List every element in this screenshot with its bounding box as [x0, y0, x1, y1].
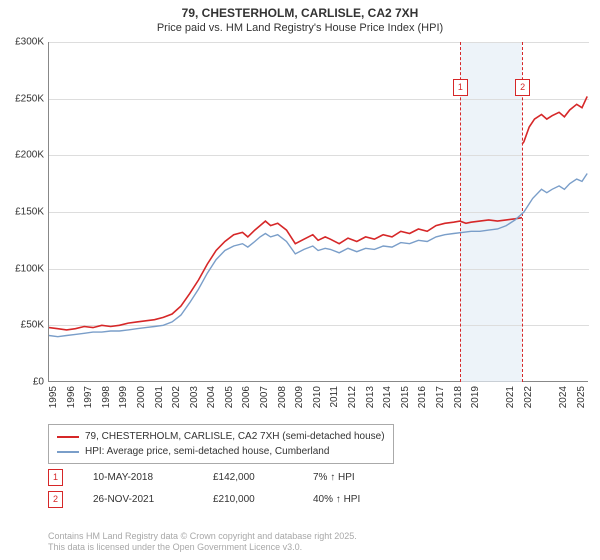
x-axis-label: 2001 [154, 386, 165, 408]
x-axis-label: 2016 [417, 386, 428, 408]
x-axis-label: 1995 [48, 386, 59, 408]
marker-box: 2 [515, 79, 530, 96]
x-axis-label: 2013 [365, 386, 376, 408]
x-axis-label: 2008 [277, 386, 288, 408]
series-line [49, 174, 587, 337]
y-axis-label: £0 [33, 377, 44, 388]
x-axis-label: 2002 [171, 386, 182, 408]
x-axis-label: 2012 [347, 386, 358, 408]
x-axis-label: 2000 [136, 386, 147, 408]
x-axis-label: 2019 [470, 386, 481, 408]
x-axis-label: 2018 [453, 386, 464, 408]
x-axis-label: 1999 [118, 386, 129, 408]
x-axis-label: 2010 [312, 386, 323, 408]
x-axis-label: 2004 [206, 386, 217, 408]
legend-label: HPI: Average price, semi-detached house,… [85, 444, 329, 459]
y-axis-label: £100K [15, 263, 44, 274]
x-axis-label: 2015 [400, 386, 411, 408]
footer-attribution: Contains HM Land Registry data © Crown c… [48, 531, 357, 554]
y-axis-label: £250K [15, 93, 44, 104]
sale-row: 2 26-NOV-2021 £210,000 40% ↑ HPI [48, 488, 403, 510]
x-axis-label: 2005 [224, 386, 235, 408]
sale-marker: 1 [48, 469, 63, 486]
chart-subtitle: Price paid vs. HM Land Registry's House … [0, 22, 600, 38]
sale-date: 26-NOV-2021 [93, 494, 183, 505]
sale-marker: 2 [48, 491, 63, 508]
sale-date: 10-MAY-2018 [93, 472, 183, 483]
footer-line2: This data is licensed under the Open Gov… [48, 542, 357, 554]
x-axis-label: 2014 [382, 386, 393, 408]
chart-area: 12 £0£50K£100K£150K£200K£250K£300K 19951… [48, 42, 588, 382]
x-axis-label: 2006 [241, 386, 252, 408]
legend: 79, CHESTERHOLM, CARLISLE, CA2 7XH (semi… [48, 424, 394, 464]
footer-line1: Contains HM Land Registry data © Crown c… [48, 531, 357, 543]
x-axis-label: 2021 [505, 386, 516, 408]
marker-box: 1 [453, 79, 468, 96]
line-series [49, 42, 589, 382]
legend-label: 79, CHESTERHOLM, CARLISLE, CA2 7XH (semi… [85, 429, 385, 444]
x-axis-label: 2022 [523, 386, 534, 408]
plot-frame: 12 [48, 42, 588, 382]
legend-swatch [57, 436, 79, 438]
x-axis-label: 2025 [576, 386, 587, 408]
y-axis-label: £150K [15, 207, 44, 218]
x-axis-label: 2017 [435, 386, 446, 408]
y-axis-label: £300K [15, 37, 44, 48]
sale-row: 1 10-MAY-2018 £142,000 7% ↑ HPI [48, 466, 403, 488]
x-axis-label: 2011 [329, 386, 340, 408]
x-axis-label: 1997 [83, 386, 94, 408]
series-line [522, 96, 587, 144]
x-axis-label: 2003 [189, 386, 200, 408]
sales-table: 1 10-MAY-2018 £142,000 7% ↑ HPI 2 26-NOV-2021… [48, 466, 403, 510]
legend-item: 79, CHESTERHOLM, CARLISLE, CA2 7XH (semi… [57, 429, 385, 444]
chart-title: 79, CHESTERHOLM, CARLISLE, CA2 7XH [0, 0, 600, 22]
x-axis-label: 2024 [558, 386, 569, 408]
legend-swatch [57, 451, 79, 453]
sale-pct: 40% ↑ HPI [313, 494, 403, 505]
sale-price: £210,000 [213, 494, 283, 505]
sale-pct: 7% ↑ HPI [313, 472, 403, 483]
x-axis-label: 1998 [101, 386, 112, 408]
legend-item: HPI: Average price, semi-detached house,… [57, 444, 385, 459]
x-axis-label: 1996 [66, 386, 77, 408]
x-axis-label: 2009 [294, 386, 305, 408]
y-axis-label: £200K [15, 150, 44, 161]
sale-price: £142,000 [213, 472, 283, 483]
y-axis-label: £50K [21, 320, 44, 331]
x-axis-label: 2007 [259, 386, 270, 408]
